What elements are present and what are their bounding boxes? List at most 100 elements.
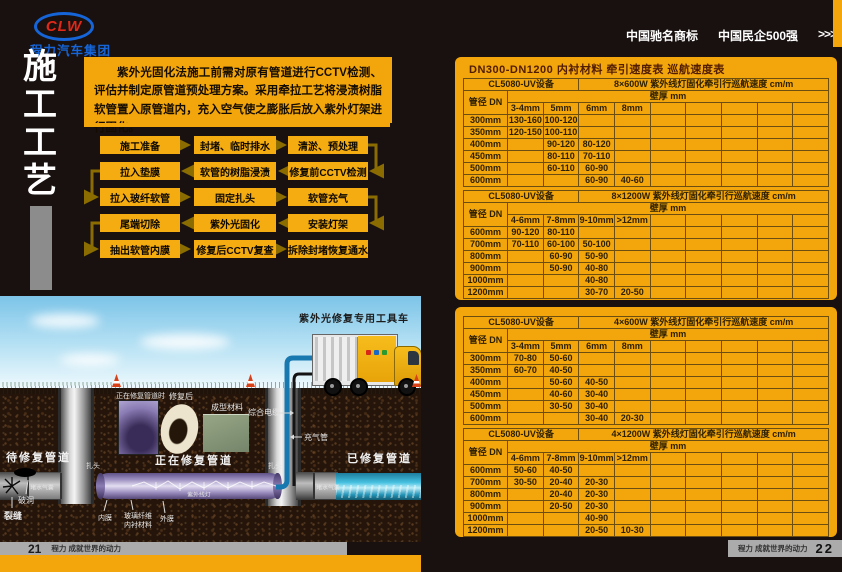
water-plug-left bbox=[27, 473, 62, 499]
speed-cell bbox=[613, 364, 651, 377]
footer-yellow-band bbox=[0, 555, 421, 572]
pipe-repairing-liner bbox=[96, 473, 282, 499]
thickness-col-header: >12mm bbox=[613, 214, 651, 227]
speed-cell bbox=[649, 126, 687, 139]
speed-cell bbox=[756, 150, 794, 163]
thickness-col-header bbox=[792, 340, 829, 353]
speed-cell bbox=[649, 174, 687, 187]
speed-cell bbox=[613, 250, 651, 263]
speed-cell bbox=[756, 114, 794, 127]
speed-cell: 50-90 bbox=[578, 250, 615, 263]
speed-cell bbox=[507, 150, 544, 163]
spec-cell: 4×600W 紫外线灯固化牵引行巡航速度 cm/m bbox=[578, 316, 829, 329]
speed-cell bbox=[649, 138, 687, 151]
speed-cell bbox=[720, 376, 758, 389]
speed-cell bbox=[792, 162, 829, 175]
thickness-col-header bbox=[685, 340, 722, 353]
thickness-col-header: 5mm bbox=[542, 340, 580, 353]
dn-cell: 300mm bbox=[463, 352, 508, 365]
speed-cell bbox=[720, 464, 758, 477]
thickness-col-header bbox=[685, 214, 722, 227]
header-badges: 中国驰名商标 中国民企500强 >>> bbox=[626, 27, 837, 44]
thickness-col-header: 6mm bbox=[578, 340, 615, 353]
flow-connectors bbox=[84, 137, 384, 257]
footer-left: 21 程力 成就世界的动力 bbox=[0, 542, 347, 556]
table-row: 450mm 40-60 30-40 bbox=[463, 388, 829, 401]
speed-cell bbox=[720, 364, 758, 377]
speed-cell bbox=[649, 512, 687, 525]
dn-cell: 900mm bbox=[463, 262, 508, 275]
speed-cell: 60-70 bbox=[507, 364, 544, 377]
speed-cell: 20-30 bbox=[613, 412, 651, 425]
speed-cell bbox=[792, 114, 829, 127]
flow-step: 紫外光固化 bbox=[194, 214, 276, 232]
speed-cell bbox=[507, 286, 544, 299]
speed-cell bbox=[613, 464, 651, 477]
speed-cell bbox=[507, 388, 544, 401]
manhole-shaft-left bbox=[58, 388, 94, 504]
speed-cell: 40-80 bbox=[578, 262, 615, 275]
dn-cell: 500mm bbox=[463, 162, 508, 175]
speed-cell bbox=[542, 412, 580, 425]
speed-cell bbox=[542, 274, 580, 287]
speed-cell bbox=[720, 412, 758, 425]
speed-cell bbox=[507, 400, 544, 413]
speed-cell bbox=[792, 126, 829, 139]
speed-cell: 50-100 bbox=[578, 238, 615, 251]
speed-cell bbox=[578, 364, 615, 377]
flow-step: 修复前CCTV检测 bbox=[288, 162, 368, 180]
thickness-col-header bbox=[792, 102, 829, 115]
clamp-right-label: 扎头 bbox=[268, 463, 282, 470]
speed-cell: 20-40 bbox=[542, 488, 580, 501]
flow-step: 拉入玻纤软管 bbox=[100, 188, 180, 206]
speed-cell bbox=[685, 412, 722, 425]
speed-cell bbox=[720, 138, 758, 151]
speed-cell bbox=[685, 262, 722, 275]
dn-cell: 600mm bbox=[463, 226, 508, 239]
dn-cell: 600mm bbox=[463, 464, 508, 477]
liner-label-1: 玻璃纤维 bbox=[124, 513, 152, 520]
title-accent-bar bbox=[30, 206, 52, 290]
speed-cell bbox=[685, 364, 722, 377]
speed-cell bbox=[720, 150, 758, 163]
speed-cell bbox=[613, 388, 651, 401]
spec-cell: 4×1200W 紫外线灯固化牵引行巡航速度 cm/m bbox=[578, 428, 829, 441]
speed-cell bbox=[613, 274, 651, 287]
thickness-col-header: 8mm bbox=[613, 340, 651, 353]
speed-cell bbox=[756, 400, 794, 413]
speed-cell bbox=[756, 162, 794, 175]
thickness-col-header: >12mm bbox=[613, 452, 651, 465]
speed-cell: 90-120 bbox=[542, 138, 580, 151]
inner-film-label: 内膜 bbox=[98, 515, 112, 522]
speed-cell bbox=[720, 250, 758, 263]
speed-table: CL5080-UV设备 8×1200W 紫外线灯固化牵引行巡航速度 cm/m 管径 … bbox=[462, 190, 829, 299]
speed-tables-panel-bottom: CL5080-UV设备 4×600W 紫外线灯固化牵引行巡航速度 cm/m 管径 D… bbox=[455, 307, 837, 537]
dn-cell: 1200mm bbox=[463, 286, 508, 299]
table-row: 350mm 60-70 40-50 bbox=[463, 364, 829, 377]
speed-cell: 20-50 bbox=[613, 286, 651, 299]
table-row: 500mm 30-50 30-40 bbox=[463, 400, 829, 413]
speed-cell bbox=[720, 286, 758, 299]
thickness-col-header: 8mm bbox=[613, 102, 651, 115]
dn-cell: 800mm bbox=[463, 250, 508, 263]
uv-repair-truck bbox=[302, 330, 421, 396]
speed-cell bbox=[685, 352, 722, 365]
speed-cell bbox=[756, 262, 794, 275]
pipe-repairing-label: 正在修复管道 bbox=[155, 455, 233, 467]
pipe-hole bbox=[14, 468, 36, 477]
speed-cell bbox=[685, 250, 722, 263]
device-cell: CL5080-UV设备 bbox=[462, 78, 580, 91]
flow-step: 尾端切除 bbox=[100, 214, 180, 232]
speed-cell bbox=[685, 274, 722, 287]
speed-cell bbox=[756, 238, 794, 251]
thickness-col-header bbox=[756, 452, 794, 465]
speed-cell bbox=[720, 512, 758, 525]
flow-step: 修复后CCTV复查 bbox=[194, 240, 276, 258]
air-pipe-label: 充气管 bbox=[304, 433, 328, 442]
flow-step: 拆除封堵恢复通水 bbox=[288, 240, 368, 258]
thickness-col-header: 3-4mm bbox=[507, 102, 544, 115]
table-slot-2: CL5080-UV设备 8×1200W 紫外线灯固化牵引行巡航速度 cm/m 管径 … bbox=[462, 190, 829, 299]
thickness-col-header bbox=[649, 102, 687, 115]
speed-cell bbox=[756, 274, 794, 287]
speed-cell bbox=[685, 500, 722, 513]
